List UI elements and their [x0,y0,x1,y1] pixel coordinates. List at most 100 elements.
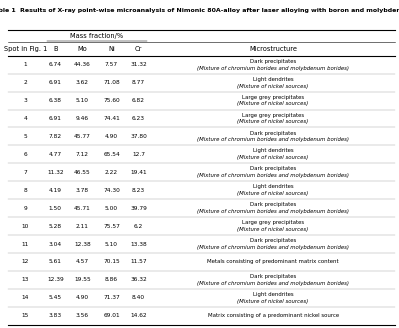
Text: (Mixture of chromium borides and molybdenum borides): (Mixture of chromium borides and molybde… [197,281,349,286]
Text: 7.82: 7.82 [49,134,62,139]
Text: 4.77: 4.77 [49,152,62,157]
Text: Dark precipitates: Dark precipitates [250,238,296,243]
Text: 13.38: 13.38 [130,241,147,247]
Text: Large grey precipitates: Large grey precipitates [242,113,304,118]
Text: 1.50: 1.50 [49,206,62,211]
Text: 5.45: 5.45 [49,295,62,300]
Text: 5.61: 5.61 [49,259,62,264]
Text: 70.15: 70.15 [103,259,120,264]
Text: 4.90: 4.90 [76,295,89,300]
Text: 11.57: 11.57 [130,259,147,264]
Text: Dark precipitates: Dark precipitates [250,202,296,207]
Text: 10: 10 [22,224,29,229]
Text: 12.7: 12.7 [132,152,145,157]
Text: Light dendrites: Light dendrites [253,184,293,189]
Text: 5.28: 5.28 [49,224,62,229]
Text: 8.77: 8.77 [132,80,145,85]
Text: 36.32: 36.32 [130,277,147,282]
Text: 3.04: 3.04 [49,241,62,247]
Text: Microstructure: Microstructure [249,46,297,52]
Text: 45.71: 45.71 [74,206,91,211]
Text: 12.38: 12.38 [74,241,91,247]
Text: Light dendrites: Light dendrites [253,77,293,82]
Text: 6.23: 6.23 [132,116,145,121]
Text: 14.62: 14.62 [130,313,147,318]
Text: 6.91: 6.91 [49,116,62,121]
Text: 4.90: 4.90 [105,134,118,139]
Text: 8.40: 8.40 [132,295,145,300]
Text: 2: 2 [24,80,27,85]
Text: Dark precipitates: Dark precipitates [250,59,296,64]
Text: (Mixture of chromium borides and molybdenum borides): (Mixture of chromium borides and molybde… [197,137,349,142]
Text: 75.60: 75.60 [103,98,120,103]
Text: 75.57: 75.57 [103,224,120,229]
Text: 6.38: 6.38 [49,98,62,103]
Text: 3.62: 3.62 [76,80,89,85]
Text: (Mixture of nickel sources): (Mixture of nickel sources) [237,101,309,107]
Text: Light dendrites: Light dendrites [253,292,293,297]
Text: (Mixture of chromium borides and molybdenum borides): (Mixture of chromium borides and molybde… [197,66,349,71]
Text: (Mixture of chromium borides and molybdenum borides): (Mixture of chromium borides and molybde… [197,173,349,178]
Text: 6.74: 6.74 [49,62,62,67]
Text: 74.30: 74.30 [103,188,120,193]
Text: (Mixture of nickel sources): (Mixture of nickel sources) [237,119,309,124]
Text: (Mixture of nickel sources): (Mixture of nickel sources) [237,155,309,160]
Text: 19.41: 19.41 [130,170,147,175]
Text: Dark precipitates: Dark precipitates [250,131,296,135]
Text: 6: 6 [24,152,27,157]
Text: 44.36: 44.36 [74,62,91,67]
Text: 46.55: 46.55 [74,170,91,175]
Text: Dark precipitates: Dark precipitates [250,166,296,172]
Text: (Mixture of nickel sources): (Mixture of nickel sources) [237,227,309,232]
Text: 5.10: 5.10 [105,241,118,247]
Text: 7.57: 7.57 [105,62,118,67]
Text: Metals consisting of predominant matrix content: Metals consisting of predominant matrix … [207,259,339,264]
Text: 39.79: 39.79 [130,206,147,211]
Text: 8: 8 [24,188,27,193]
Text: 9: 9 [24,206,27,211]
Text: 11.32: 11.32 [47,170,64,175]
Text: (Mixture of nickel sources): (Mixture of nickel sources) [237,191,309,196]
Text: 37.80: 37.80 [130,134,147,139]
Text: 3.78: 3.78 [76,188,89,193]
Text: 15: 15 [22,313,29,318]
Text: 4.19: 4.19 [49,188,62,193]
Text: Mass fraction/%: Mass fraction/% [71,33,124,39]
Text: (Mixture of chromium borides and molybdenum borides): (Mixture of chromium borides and molybde… [197,209,349,214]
Text: Large grey precipitates: Large grey precipitates [242,220,304,225]
Text: 69.01: 69.01 [103,313,120,318]
Text: 1: 1 [24,62,27,67]
Text: 4: 4 [24,116,27,121]
Text: B: B [53,46,57,52]
Text: (Mixture of chromium borides and molybdenum borides): (Mixture of chromium borides and molybde… [197,245,349,250]
Text: (Mixture of nickel sources): (Mixture of nickel sources) [237,84,309,89]
Text: Cr: Cr [135,46,142,52]
Text: Matrix consisting of a predominant nickel source: Matrix consisting of a predominant nicke… [207,313,339,318]
Text: 5: 5 [24,134,27,139]
Text: 31.32: 31.32 [130,62,147,67]
Text: 8.86: 8.86 [105,277,118,282]
Text: 14: 14 [22,295,29,300]
Text: 6.2: 6.2 [134,224,143,229]
Text: 3.83: 3.83 [49,313,62,318]
Text: 4.57: 4.57 [76,259,89,264]
Text: 6.91: 6.91 [49,80,62,85]
Text: 3.56: 3.56 [76,313,89,318]
Text: 5.00: 5.00 [105,206,118,211]
Text: 9.46: 9.46 [76,116,89,121]
Text: 8.23: 8.23 [132,188,145,193]
Text: 5.10: 5.10 [76,98,89,103]
Text: Light dendrites: Light dendrites [253,149,293,154]
Text: 7: 7 [24,170,27,175]
Text: Mo: Mo [78,46,87,52]
Text: 2.11: 2.11 [76,224,89,229]
Text: Table 1  Results of X-ray point-wise microanalysis of Nimonic 80A-alloy after la: Table 1 Results of X-ray point-wise micr… [0,8,399,12]
Text: 11: 11 [22,241,29,247]
Text: 12.39: 12.39 [47,277,64,282]
Text: 6.82: 6.82 [132,98,145,103]
Text: 13: 13 [22,277,29,282]
Text: Large grey precipitates: Large grey precipitates [242,95,304,100]
Text: 19.55: 19.55 [74,277,91,282]
Text: 2.22: 2.22 [105,170,118,175]
Text: 65.54: 65.54 [103,152,120,157]
